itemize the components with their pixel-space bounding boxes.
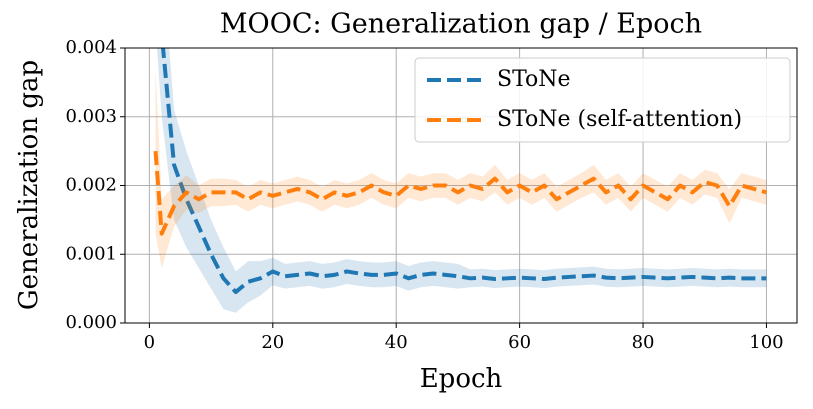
y-axis-label: Generalization gap	[14, 60, 44, 310]
y-tick-label: 0.004	[65, 37, 117, 58]
y-tick-label: 0.001	[65, 243, 117, 264]
x-tick-label: 80	[632, 332, 655, 353]
y-tick-label: 0.003	[65, 106, 117, 127]
legend-label: SToNe (self-attention)	[497, 107, 742, 132]
x-tick-label: 40	[385, 332, 408, 353]
error-band	[156, 48, 767, 313]
legend-box	[414, 57, 791, 143]
line	[161, 48, 767, 295]
y-tick-label: 0.000	[65, 312, 117, 333]
legend: SToNe SToNe (self-attention)	[414, 57, 791, 143]
plot-area	[153, 48, 767, 313]
chart-title: MOOC: Generalization gap / Epoch	[220, 9, 702, 40]
legend-label: SToNe	[497, 67, 571, 92]
x-tick-label: 100	[749, 332, 783, 353]
x-tick-label: 0	[144, 332, 155, 353]
y-tick-label: 0.002	[65, 175, 117, 196]
x-tick-label: 20	[261, 332, 284, 353]
x-tick-label: 60	[508, 332, 531, 353]
x-axis-label: Epoch	[420, 364, 503, 394]
line	[153, 150, 767, 236]
